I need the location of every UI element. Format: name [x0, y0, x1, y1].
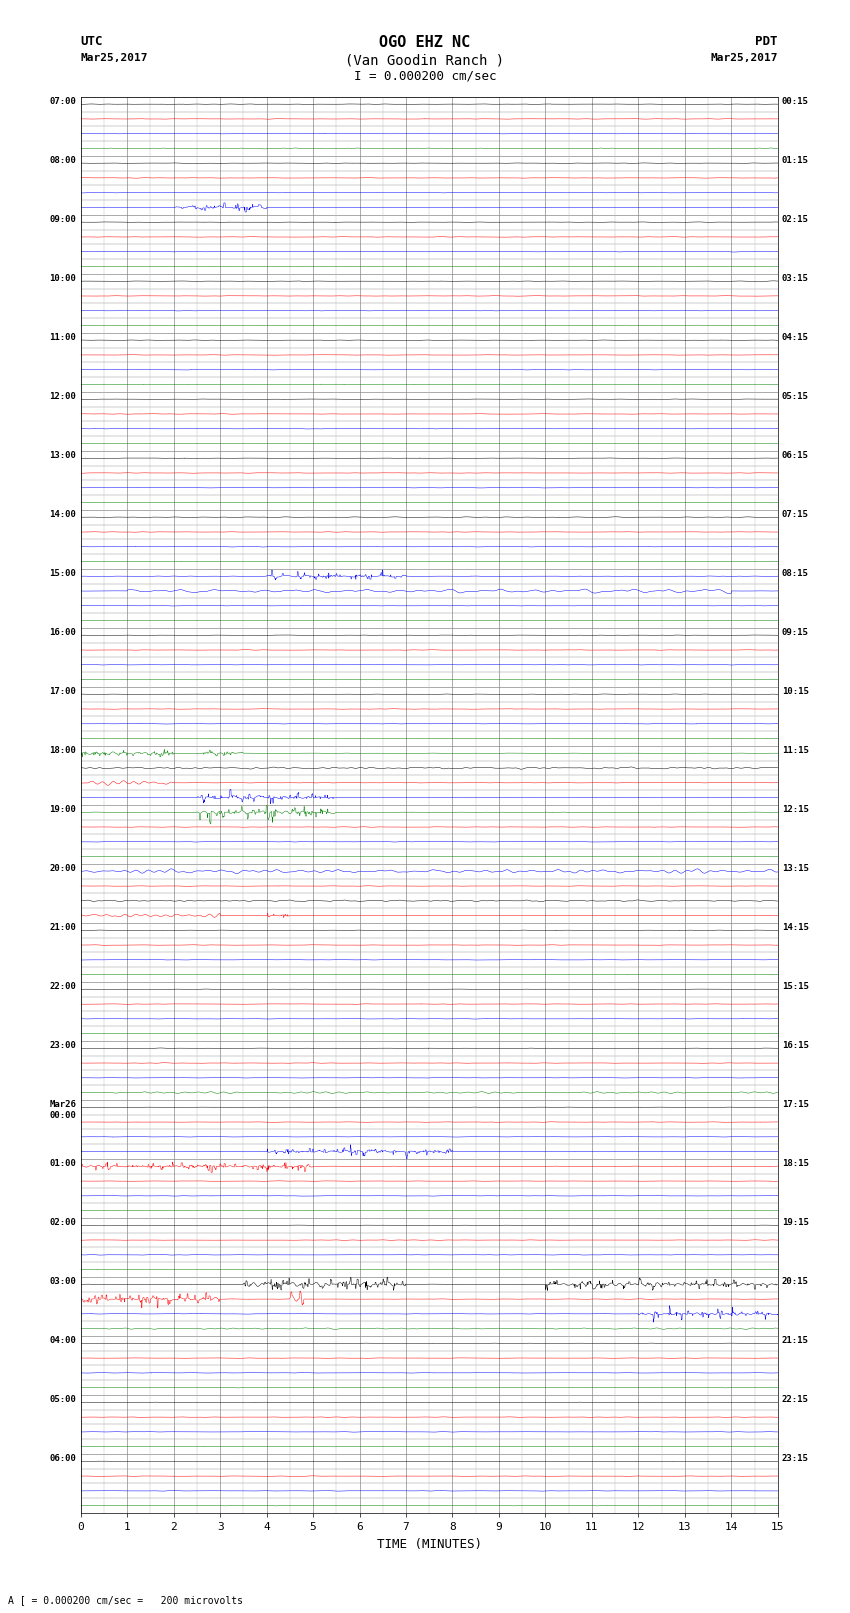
Text: 06:15: 06:15 — [782, 452, 809, 460]
Text: 03:00: 03:00 — [49, 1277, 76, 1286]
X-axis label: TIME (MINUTES): TIME (MINUTES) — [377, 1537, 482, 1550]
Text: 16:15: 16:15 — [782, 1040, 809, 1050]
Text: 02:00: 02:00 — [49, 1218, 76, 1227]
Text: 11:00: 11:00 — [49, 332, 76, 342]
Text: 13:15: 13:15 — [782, 865, 809, 873]
Text: 08:00: 08:00 — [49, 156, 76, 165]
Text: 19:00: 19:00 — [49, 805, 76, 815]
Text: 03:15: 03:15 — [782, 274, 809, 282]
Text: 20:15: 20:15 — [782, 1277, 809, 1286]
Text: 17:00: 17:00 — [49, 687, 76, 695]
Text: 23:15: 23:15 — [782, 1453, 809, 1463]
Text: 15:00: 15:00 — [49, 569, 76, 577]
Text: 10:15: 10:15 — [782, 687, 809, 695]
Text: 22:15: 22:15 — [782, 1395, 809, 1403]
Text: 02:15: 02:15 — [782, 215, 809, 224]
Text: 08:15: 08:15 — [782, 569, 809, 577]
Text: OGO EHZ NC: OGO EHZ NC — [379, 35, 471, 50]
Text: Mar25,2017: Mar25,2017 — [81, 53, 148, 63]
Text: Mar26: Mar26 — [49, 1100, 76, 1108]
Text: 16:00: 16:00 — [49, 627, 76, 637]
Text: PDT: PDT — [756, 35, 778, 48]
Text: 09:15: 09:15 — [782, 627, 809, 637]
Text: 07:00: 07:00 — [49, 97, 76, 106]
Text: 14:00: 14:00 — [49, 510, 76, 519]
Text: 06:00: 06:00 — [49, 1453, 76, 1463]
Text: 21:15: 21:15 — [782, 1336, 809, 1345]
Text: 13:00: 13:00 — [49, 452, 76, 460]
Text: 05:00: 05:00 — [49, 1395, 76, 1403]
Text: 12:15: 12:15 — [782, 805, 809, 815]
Text: 21:00: 21:00 — [49, 923, 76, 932]
Text: 04:00: 04:00 — [49, 1336, 76, 1345]
Text: 14:15: 14:15 — [782, 923, 809, 932]
Text: 05:15: 05:15 — [782, 392, 809, 400]
Text: 19:15: 19:15 — [782, 1218, 809, 1227]
Text: UTC: UTC — [81, 35, 103, 48]
Text: 00:15: 00:15 — [782, 97, 809, 106]
Text: 20:00: 20:00 — [49, 865, 76, 873]
Text: 12:00: 12:00 — [49, 392, 76, 400]
Text: 22:00: 22:00 — [49, 982, 76, 990]
Text: Mar25,2017: Mar25,2017 — [711, 53, 778, 63]
Text: 01:00: 01:00 — [49, 1158, 76, 1168]
Text: 11:15: 11:15 — [782, 745, 809, 755]
Text: 15:15: 15:15 — [782, 982, 809, 990]
Text: 18:15: 18:15 — [782, 1158, 809, 1168]
Text: 07:15: 07:15 — [782, 510, 809, 519]
Text: 09:00: 09:00 — [49, 215, 76, 224]
Text: 04:15: 04:15 — [782, 332, 809, 342]
Text: 18:00: 18:00 — [49, 745, 76, 755]
Text: I = 0.000200 cm/sec: I = 0.000200 cm/sec — [354, 69, 496, 82]
Text: 00:00: 00:00 — [49, 1111, 76, 1119]
Text: (Van Goodin Ranch ): (Van Goodin Ranch ) — [345, 53, 505, 68]
Text: A [ = 0.000200 cm/sec =   200 microvolts: A [ = 0.000200 cm/sec = 200 microvolts — [8, 1595, 243, 1605]
Text: 10:00: 10:00 — [49, 274, 76, 282]
Text: 17:15: 17:15 — [782, 1100, 809, 1108]
Text: 23:00: 23:00 — [49, 1040, 76, 1050]
Text: 01:15: 01:15 — [782, 156, 809, 165]
